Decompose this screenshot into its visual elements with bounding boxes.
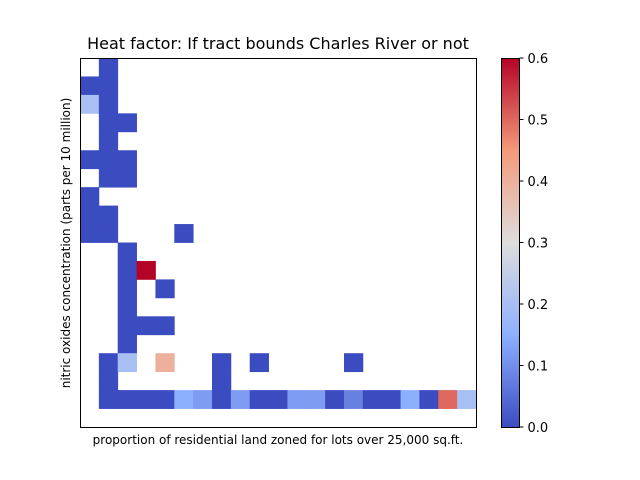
heatmap-cell <box>457 390 477 409</box>
heatmap-cell <box>249 353 269 373</box>
heatmap-cell <box>80 94 100 114</box>
heatmap-cell <box>117 353 137 373</box>
heatmap-cell <box>98 94 119 114</box>
heatmap-cell <box>174 224 194 243</box>
heatmap-cell <box>117 113 137 133</box>
heatmap-cell <box>80 224 100 243</box>
heatmap-cell <box>98 150 119 170</box>
heatmap-cell <box>419 390 439 409</box>
heatmap-cell <box>117 316 137 336</box>
colorbar-tick-label: 0.4 <box>528 175 549 190</box>
heatmap-cell <box>155 316 175 336</box>
heatmap-cell <box>249 390 269 409</box>
heatmap-cell <box>381 390 401 409</box>
heatmap-cell <box>193 390 213 409</box>
heatmap-cell <box>212 353 232 373</box>
heatmap-cell <box>117 390 137 409</box>
y-axis-label: nitric oxides concentration (parts per 1… <box>59 98 73 389</box>
colorbar-tick-label: 0.1 <box>528 360 549 375</box>
heatmap-cell <box>212 390 232 409</box>
heatmap-cell <box>98 224 119 243</box>
chart-title: Heat factor: If tract bounds Charles Riv… <box>87 34 469 53</box>
heatmap-cell <box>117 334 137 354</box>
heatmap-cell <box>98 113 119 133</box>
heatmap-cell <box>287 390 307 409</box>
colorbar-tick-label: 0.6 <box>528 52 549 67</box>
heatmap-cell <box>117 260 137 280</box>
heatmap-cell <box>438 390 458 409</box>
heatmap-cell <box>98 76 119 96</box>
colorbar-ticks: 0.0 0.1 0.2 0.3 0.4 0.5 0.6 <box>519 52 549 436</box>
heatmap-cell <box>117 242 137 262</box>
heatmap-cell <box>362 390 383 409</box>
heatmap-cell <box>80 187 100 206</box>
heatmap-cell <box>80 76 100 96</box>
heatmap-cell <box>155 390 175 409</box>
colorbar-tick-label: 0.3 <box>528 237 549 252</box>
heatmap-cell <box>344 353 364 373</box>
x-axis-label: proportion of residential land zoned for… <box>93 433 464 447</box>
heatmap-cell <box>98 168 119 188</box>
heatmap-cell <box>155 279 175 299</box>
heatmap-cell <box>98 371 119 391</box>
heatmap-cell <box>98 353 119 373</box>
heatmap-cell <box>306 390 326 409</box>
heatmap-cell <box>344 390 364 409</box>
heatmap-cell <box>268 390 288 409</box>
heatmap-cell <box>325 390 345 409</box>
colorbar-tick-label: 0.0 <box>528 421 549 436</box>
heatmap-cell <box>98 390 119 409</box>
heatmap-cell <box>155 353 175 373</box>
heatmap-cell <box>117 168 137 188</box>
heatmap-cell <box>80 205 100 225</box>
heatmap-cell <box>136 390 156 409</box>
heatmap-cell <box>80 150 100 170</box>
colorbar <box>501 58 520 428</box>
heatmap-cell <box>136 316 156 336</box>
plot-frame <box>80 58 477 428</box>
heatmap-cell <box>117 297 137 317</box>
heatmap-cell <box>117 150 137 170</box>
colorbar-tick-label: 0.2 <box>528 298 549 313</box>
heatmap-cell <box>117 279 137 299</box>
heatmap-cell <box>98 131 119 151</box>
heatmap-cell <box>98 58 119 77</box>
heatmap-cells <box>80 58 477 409</box>
heatmap-cell <box>174 390 194 409</box>
heatmap-cell <box>136 260 156 280</box>
heatmap-cell <box>230 390 251 409</box>
colorbar-tick-label: 0.5 <box>528 114 549 129</box>
heatmap-cell <box>400 390 420 409</box>
heatmap-cell <box>98 205 119 225</box>
heatmap-cell <box>212 371 232 391</box>
